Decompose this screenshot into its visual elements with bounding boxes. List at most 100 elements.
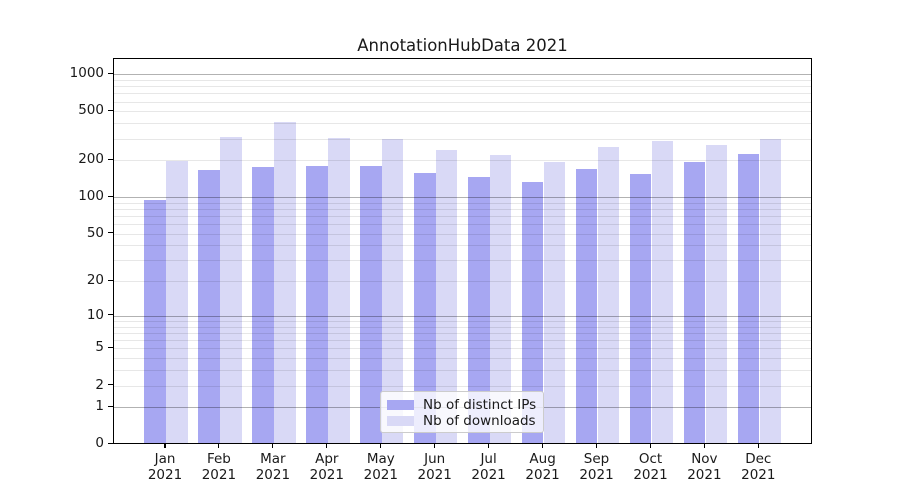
minor-gridline: [114, 224, 811, 226]
bar-downloads-jan: [166, 160, 188, 443]
bar-distinct-ips-may: [360, 165, 382, 443]
bar-distinct-ips-jul: [468, 176, 490, 443]
x-tick-label: Sep 2021: [579, 451, 614, 483]
y-tick-mark: [108, 279, 113, 281]
minor-gridline: [114, 86, 811, 88]
minor-gridline: [114, 123, 811, 125]
x-tick-mark: [326, 444, 328, 448]
bar-downloads-mar: [274, 122, 296, 443]
x-tick-label: Jan 2021: [147, 451, 183, 483]
y-tick-label: 100: [78, 188, 104, 205]
bar-distinct-ips-jun: [414, 173, 436, 443]
y-tick-label: 200: [78, 151, 104, 168]
x-tick-label: May 2021: [363, 451, 398, 483]
x-tick-mark: [164, 444, 166, 448]
y-tick-mark: [108, 232, 113, 234]
minor-gridline: [114, 93, 811, 95]
y-tick-mark: [108, 314, 113, 316]
minor-gridline: [114, 80, 811, 81]
legend-item-distinct-ips: Nb of distinct IPs: [387, 396, 537, 413]
minor-gridline: [114, 332, 811, 334]
minor-gridline: [114, 245, 811, 247]
bar-downloads-nov: [705, 144, 727, 443]
bar-distinct-ips-jan: [144, 200, 166, 443]
gridlines-layer: [114, 59, 811, 443]
x-tick-mark: [434, 444, 436, 448]
major-gridline: [114, 315, 811, 317]
bar-distinct-ips-mar: [252, 167, 274, 443]
minor-gridline: [114, 260, 811, 262]
x-tick-mark: [649, 444, 652, 448]
major-gridline: [114, 197, 811, 199]
y-tick-label: 50: [86, 224, 104, 241]
x-tick-mark: [380, 444, 382, 448]
chart-title: AnnotationHubData 2021: [357, 36, 568, 55]
y-tick-mark: [108, 158, 113, 160]
y-tick-label: 0: [95, 435, 104, 452]
major-gridline: [114, 74, 811, 76]
legend-swatch-downloads: [387, 415, 414, 426]
y-tick-label: 1: [95, 398, 104, 415]
minor-gridline: [114, 233, 811, 235]
minor-gridline: [114, 138, 811, 140]
x-tick-mark: [218, 444, 220, 448]
minor-gridline: [114, 358, 811, 360]
y-tick-mark: [108, 346, 113, 348]
y-tick-label: 20: [86, 272, 104, 289]
y-tick-mark: [108, 442, 113, 444]
x-tick-mark: [595, 444, 598, 448]
x-tick-mark: [488, 444, 490, 448]
legend-label-downloads: Nb of downloads: [423, 412, 536, 429]
bar-downloads-may: [381, 138, 404, 443]
minor-gridline: [114, 160, 811, 162]
y-tick-label: 10: [86, 306, 104, 323]
x-tick-label: Oct 2021: [633, 451, 668, 483]
legend-swatch-distinct-ips: [387, 399, 414, 410]
bar-distinct-ips-oct: [629, 173, 652, 443]
x-tick-label: Apr 2021: [309, 451, 344, 483]
bar-downloads-oct: [651, 140, 674, 443]
x-tick-label: Mar 2021: [255, 451, 291, 483]
y-tick-label: 500: [78, 102, 104, 119]
legend-label-distinct-ips: Nb of distinct IPs: [423, 396, 537, 413]
y-tick-label: 1000: [69, 65, 104, 82]
minor-gridline: [114, 202, 811, 204]
x-tick-mark: [703, 444, 705, 448]
minor-gridline: [114, 209, 811, 210]
bar-downloads-sep: [597, 147, 620, 443]
minor-gridline: [114, 281, 811, 283]
minor-gridline: [114, 216, 811, 217]
x-tick-label: Aug 2021: [525, 451, 560, 483]
y-tick-mark: [108, 405, 113, 407]
bar-distinct-ips-sep: [575, 168, 598, 443]
y-tick-label: 5: [95, 339, 104, 356]
bar-downloads-apr: [328, 137, 350, 443]
x-tick-mark: [757, 444, 759, 448]
bar-distinct-ips-apr: [306, 165, 328, 443]
x-tick-mark: [272, 444, 274, 448]
legend-item-downloads: Nb of downloads: [387, 412, 536, 429]
y-tick-mark: [108, 383, 113, 386]
bar-downloads-jun: [435, 149, 458, 443]
y-tick-mark: [108, 109, 113, 111]
minor-gridline: [114, 111, 811, 113]
minor-gridline: [114, 348, 811, 350]
x-tick-label: Dec 2021: [741, 451, 776, 483]
y-tick-label: 2: [95, 376, 104, 393]
minor-gridline: [114, 385, 811, 387]
bar-downloads-dec: [759, 138, 781, 443]
x-tick-label: Nov 2021: [687, 451, 722, 483]
plot-area: [113, 58, 812, 444]
bar-downloads-jul: [489, 155, 512, 443]
bar-downloads-aug: [543, 161, 566, 443]
minor-gridline: [114, 340, 811, 342]
legend: Nb of distinct IPs Nb of downloads: [380, 391, 544, 433]
x-tick-mark: [542, 444, 544, 448]
minor-gridline: [114, 321, 811, 322]
minor-gridline: [114, 101, 811, 103]
minor-gridline: [114, 326, 811, 328]
bar-distinct-ips-nov: [683, 161, 706, 443]
y-tick-mark: [108, 195, 113, 197]
y-tick-mark: [108, 72, 113, 74]
